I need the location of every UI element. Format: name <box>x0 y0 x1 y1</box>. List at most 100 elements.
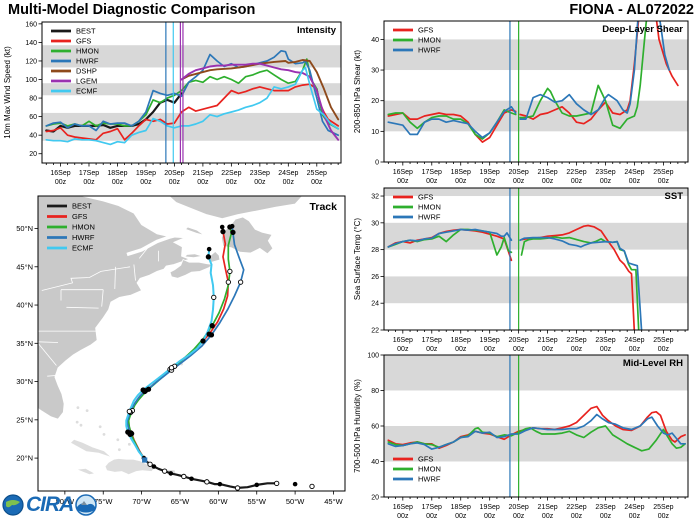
svg-text:23Sep: 23Sep <box>250 170 270 177</box>
svg-text:00z: 00z <box>629 513 641 520</box>
svg-text:28: 28 <box>371 247 379 254</box>
svg-text:HWRF: HWRF <box>418 46 441 55</box>
svg-text:00z: 00z <box>571 513 583 520</box>
svg-text:HMON: HMON <box>76 47 99 56</box>
svg-text:HMON: HMON <box>418 465 441 474</box>
svg-text:17Sep: 17Sep <box>422 337 442 344</box>
x-axis: 16Sep 00z 17Sep 00z 18Sep 00z 19Sep 00z 20Sep 00z… <box>45 163 339 186</box>
land-labrador <box>168 196 303 220</box>
svg-text:HWRF: HWRF <box>418 475 441 484</box>
svg-text:HMON: HMON <box>418 203 441 212</box>
svg-text:00z: 00z <box>254 179 266 186</box>
svg-text:00z: 00z <box>629 178 641 185</box>
svg-text:00z: 00z <box>513 178 525 185</box>
series-hwrf <box>519 21 671 120</box>
svg-text:18Sep: 18Sep <box>451 169 471 176</box>
svg-text:20°N: 20°N <box>16 454 33 463</box>
panel-title: Deep-Layer Shear <box>602 24 683 35</box>
svg-text:26: 26 <box>371 274 379 281</box>
series-lgem <box>180 62 340 141</box>
svg-text:22Sep: 22Sep <box>566 504 586 511</box>
svg-text:00z: 00z <box>542 178 554 185</box>
svg-text:00z: 00z <box>455 178 467 185</box>
x-axis: 16Sep 00z 17Sep 00z 18Sep 00z 19Sep 00z 20Sep 00z… <box>387 497 686 520</box>
panel-title: Intensity <box>297 25 337 36</box>
svg-text:40: 40 <box>29 133 37 140</box>
series-lines <box>387 21 679 143</box>
svg-text:HWRF: HWRF <box>76 57 99 66</box>
svg-text:10: 10 <box>371 129 379 136</box>
svg-text:00z: 00z <box>197 179 209 186</box>
svg-text:17Sep: 17Sep <box>422 169 442 176</box>
svg-text:21Sep: 21Sep <box>537 504 557 511</box>
svg-text:23Sep: 23Sep <box>595 504 615 511</box>
svg-text:25Sep: 25Sep <box>307 170 327 177</box>
series-lines <box>387 405 686 452</box>
svg-text:GFS: GFS <box>72 212 87 221</box>
svg-text:00z: 00z <box>226 179 238 186</box>
svg-text:00z: 00z <box>542 513 554 520</box>
land-nova_scotia <box>169 258 214 279</box>
svg-text:00z: 00z <box>397 346 409 353</box>
init-time-lines <box>509 355 520 497</box>
svg-text:GFS: GFS <box>76 37 91 46</box>
svg-text:00z: 00z <box>658 178 670 185</box>
y-axis: 0 10 20 30 40 <box>371 37 384 167</box>
svg-text:00z: 00z <box>629 346 641 353</box>
svg-text:17Sep: 17Sep <box>79 170 99 177</box>
svg-text:ECMF: ECMF <box>72 244 94 253</box>
svg-text:16Sep: 16Sep <box>393 504 413 511</box>
series-gfs <box>387 109 517 143</box>
island-jamaica <box>77 468 94 475</box>
svg-text:24Sep: 24Sep <box>278 170 298 177</box>
svg-text:50°W: 50°W <box>286 497 305 506</box>
svg-text:40°N: 40°N <box>16 301 33 310</box>
y-axis: 22 24 26 28 30 32 <box>371 194 384 335</box>
svg-text:BEST: BEST <box>76 27 96 36</box>
svg-text:00z: 00z <box>513 513 525 520</box>
svg-text:22Sep: 22Sep <box>566 169 586 176</box>
svg-text:30: 30 <box>371 68 379 75</box>
svg-text:ECMF: ECMF <box>76 87 98 96</box>
svg-text:22Sep: 22Sep <box>566 337 586 344</box>
sst-panel: 16Sep 00z 17Sep 00z 18Sep 00z 19Sep 00z 20Sep 00z… <box>350 185 700 357</box>
land-anticosti <box>184 226 205 236</box>
svg-text:21Sep: 21Sep <box>537 169 557 176</box>
svg-text:00z: 00z <box>484 346 496 353</box>
series-ecmf <box>45 66 340 146</box>
svg-text:45°W: 45°W <box>324 497 343 506</box>
svg-text:32: 32 <box>371 194 379 201</box>
svg-text:140: 140 <box>25 40 37 47</box>
land-pei <box>183 253 203 259</box>
svg-text:22Sep: 22Sep <box>221 170 241 177</box>
series-hwrf <box>387 105 517 139</box>
state-borders <box>38 232 182 377</box>
x-axis: 16Sep 00z 17Sep 00z 18Sep 00z 19Sep 00z 20Sep 00z… <box>387 330 686 353</box>
svg-text:24Sep: 24Sep <box>624 504 644 511</box>
svg-text:55°W: 55°W <box>248 497 267 506</box>
svg-text:GFS: GFS <box>418 455 433 464</box>
init-time-lines <box>509 188 520 330</box>
svg-text:19Sep: 19Sep <box>480 169 500 176</box>
x-axis: 16Sep 00z 17Sep 00z 18Sep 00z 19Sep 00z 20Sep 00z… <box>387 162 686 185</box>
svg-text:18Sep: 18Sep <box>451 337 471 344</box>
svg-text:00z: 00z <box>283 179 295 186</box>
svg-text:70°W: 70°W <box>132 497 151 506</box>
track-markers <box>125 223 315 491</box>
svg-text:19Sep: 19Sep <box>480 504 500 511</box>
panel-title: Mid-Level RH <box>623 358 683 369</box>
series-hwrf <box>387 228 513 248</box>
svg-text:00z: 00z <box>658 346 670 353</box>
svg-text:00z: 00z <box>426 346 438 353</box>
svg-text:16Sep: 16Sep <box>393 337 413 344</box>
svg-text:BEST: BEST <box>72 202 92 211</box>
svg-text:50°N: 50°N <box>16 224 33 233</box>
init-time-lines <box>165 22 184 163</box>
svg-text:00z: 00z <box>112 179 124 186</box>
svg-text:16Sep: 16Sep <box>393 169 413 176</box>
svg-text:00z: 00z <box>455 513 467 520</box>
svg-text:00z: 00z <box>513 346 525 353</box>
svg-text:19Sep: 19Sep <box>136 170 156 177</box>
